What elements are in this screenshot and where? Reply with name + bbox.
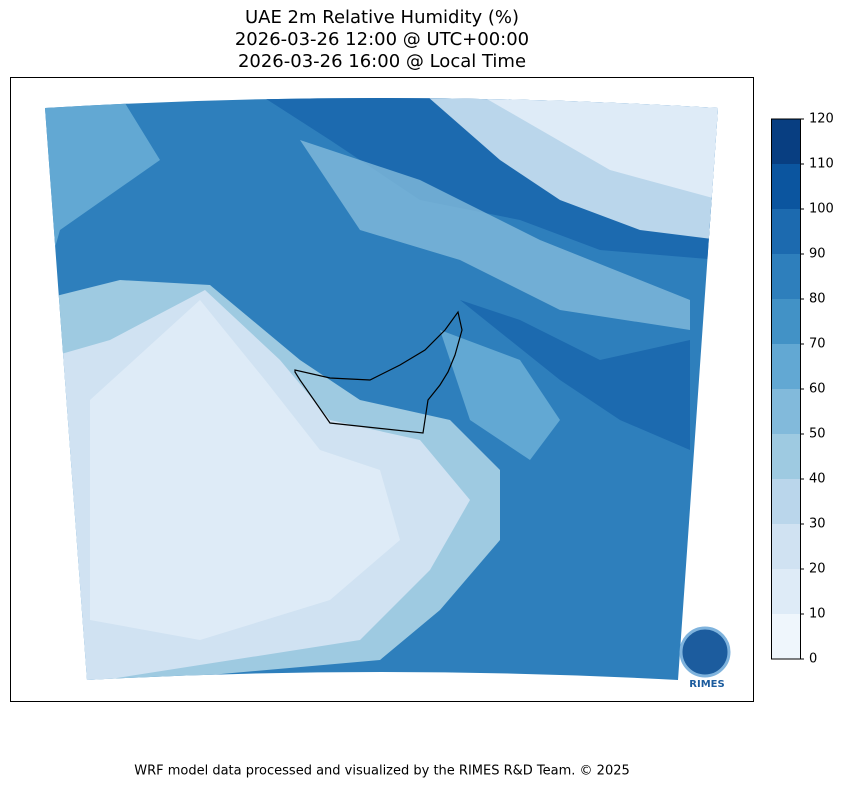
footer: WRF model data processed and visualized …	[134, 764, 630, 779]
colorbar-segment	[771, 254, 800, 299]
colorbar-tick-label: 110	[809, 157, 834, 172]
colorbar-segment	[771, 119, 800, 164]
colorbar-tick-label: 20	[809, 562, 826, 577]
colorbar-tick-label: 50	[809, 427, 826, 442]
title-line: 2026-03-26 12:00 @ UTC+00:00	[235, 29, 529, 50]
colorbar-segment	[771, 344, 800, 389]
colorbar-segment	[771, 569, 800, 614]
colorbar-tick-label: 60	[809, 382, 826, 397]
map	[45, 98, 718, 680]
title-line: 2026-03-26 16:00 @ Local Time	[238, 51, 526, 72]
uae-border	[294, 310, 463, 434]
colorbar-segment	[771, 614, 800, 659]
colorbar-tick-label: 90	[809, 247, 826, 262]
colorbar-segment	[771, 434, 800, 479]
colorbar-tick-label: 10	[809, 607, 826, 622]
colorbar-tick-label: 70	[809, 337, 826, 352]
colorbar-segment	[771, 164, 800, 209]
colorbar-tick-label: 80	[809, 292, 826, 307]
colorbar-segment	[771, 524, 800, 569]
colorbar-tick-label: 0	[809, 652, 817, 667]
title-line: UAE 2m Relative Humidity (%)	[245, 7, 519, 28]
logo-label: RIMES	[689, 679, 724, 690]
colorbar-segment	[771, 389, 800, 434]
colorbar-segment	[771, 299, 800, 344]
colorbar-tick-label: 30	[809, 517, 826, 532]
colorbar-tick-label: 120	[809, 112, 834, 127]
colorbar-tick-label: 40	[809, 472, 826, 487]
colorbar-segment	[771, 209, 800, 254]
map-frame	[10, 77, 754, 702]
logo: RIMES	[679, 626, 731, 690]
colorbar-segment	[771, 479, 800, 524]
colorbar-tick-label: 100	[809, 202, 834, 217]
